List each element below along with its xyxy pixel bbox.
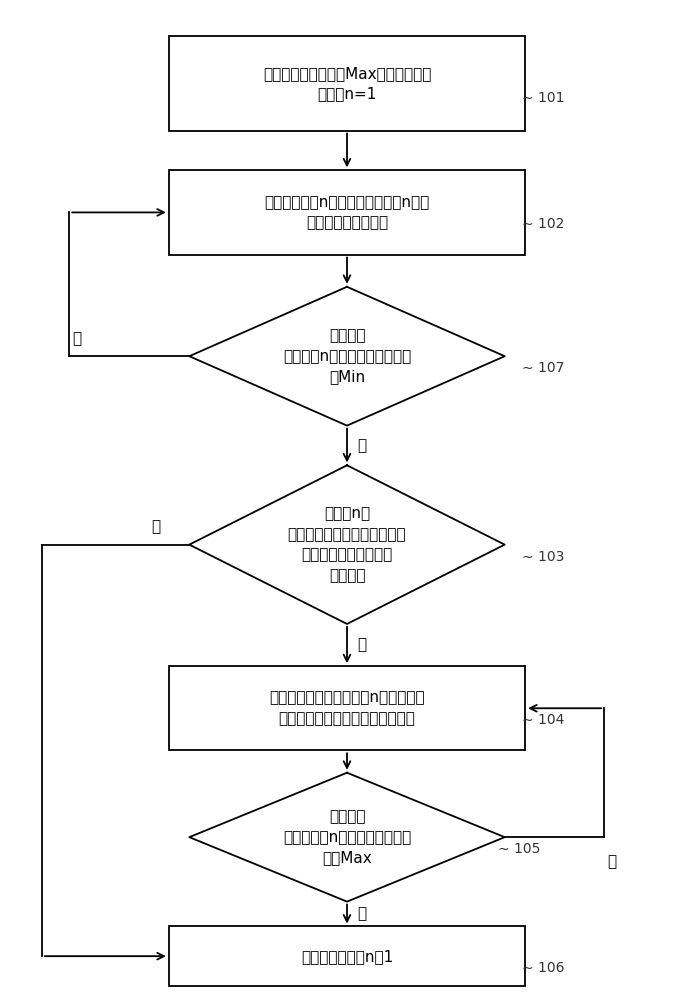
Text: ∼ 102: ∼ 102	[522, 217, 564, 231]
Text: ∼ 105: ∼ 105	[498, 842, 540, 856]
Bar	[169, 666, 525, 750]
Bar	[169, 36, 525, 131]
Text: ∼ 107: ∼ 107	[522, 361, 564, 375]
Text: 对目标发起第n次询问，并获得第n次询
问测量的目标方位值: 对目标发起第n次询问，并获得第n次询 问测量的目标方位值	[264, 195, 430, 230]
Text: ∼ 106: ∼ 106	[522, 961, 564, 975]
Polygon shape	[189, 465, 505, 624]
Bar	[169, 170, 525, 255]
Text: 初始化最大询问次数Max，设置当前询
问次数n=1: 初始化最大询问次数Max，设置当前询 问次数n=1	[263, 66, 431, 101]
Text: ∼ 103: ∼ 103	[522, 550, 564, 564]
Text: 判断当前
询问次数n是否小于最小询问次
数Min: 判断当前 询问次数n是否小于最小询问次 数Min	[283, 328, 411, 384]
Bar	[169, 926, 525, 986]
Text: 是: 是	[73, 331, 82, 346]
Text: 停止对目标询问，并将前n次目标方位
值的平均值作为最终的目标方位值: 停止对目标询问，并将前n次目标方位 值的平均值作为最终的目标方位值	[269, 691, 425, 726]
Polygon shape	[189, 773, 505, 902]
Text: 是: 是	[357, 638, 366, 653]
Polygon shape	[189, 287, 505, 426]
Text: ∼ 104: ∼ 104	[522, 713, 564, 727]
Text: ∼ 101: ∼ 101	[522, 91, 564, 105]
Text: 将当前询问次数n加1: 将当前询问次数n加1	[301, 949, 393, 964]
Text: 否: 否	[357, 438, 366, 453]
Text: 是: 是	[607, 854, 617, 869]
Text: 否: 否	[151, 519, 161, 534]
Text: 判断当前
的询问次数n是否等于最大询问
次数Max: 判断当前 的询问次数n是否等于最大询问 次数Max	[283, 809, 411, 865]
Text: 否: 否	[357, 907, 366, 922]
Text: 判断前n次
询问测量的目标方位值的平均
不确定度是否小于第一
预设阈值: 判断前n次 询问测量的目标方位值的平均 不确定度是否小于第一 预设阈值	[288, 507, 406, 583]
